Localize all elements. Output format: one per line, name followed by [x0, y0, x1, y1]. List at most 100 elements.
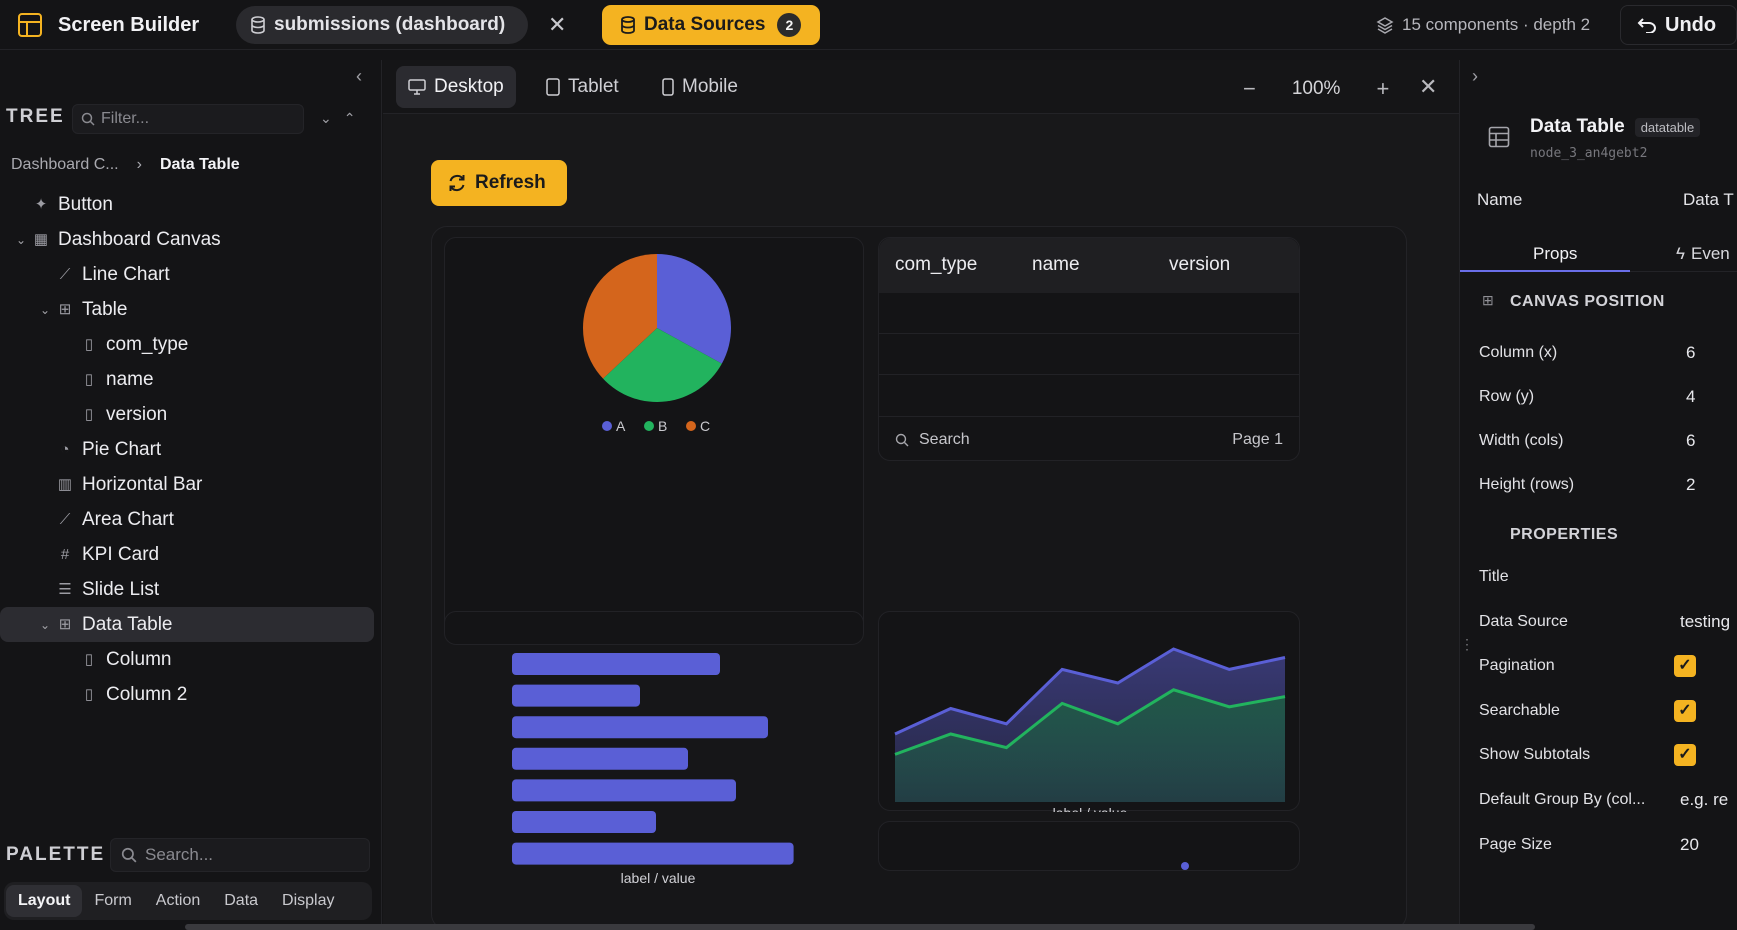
- palette-search-input[interactable]: Search...: [110, 838, 370, 872]
- tab-props[interactable]: Props: [1533, 244, 1578, 263]
- breadcrumb-parent[interactable]: Dashboard C...: [11, 156, 119, 173]
- tree-filter-placeholder: Filter...: [101, 110, 150, 127]
- tree-node[interactable]: ⟋ Area Chart: [0, 502, 380, 537]
- search-icon: [121, 847, 137, 863]
- property-checkbox[interactable]: ✓: [1674, 699, 1696, 722]
- tree-node[interactable]: ◔ Pie Chart: [0, 432, 380, 467]
- slide-list-card[interactable]: [878, 821, 1300, 871]
- collapse-right-panel-icon[interactable]: ›: [1472, 66, 1478, 86]
- tree-filter-input[interactable]: Filter...: [72, 104, 304, 134]
- position-input[interactable]: 2: [1686, 475, 1696, 494]
- pie-chart-card[interactable]: A B C: [444, 237, 864, 642]
- data-table-header: com_type name version: [879, 238, 1299, 293]
- column-header-version[interactable]: version: [1169, 254, 1231, 275]
- device-tablet-label: Tablet: [568, 76, 619, 97]
- property-input[interactable]: 20: [1680, 834, 1699, 854]
- data-table-card[interactable]: com_type name version Search Page 1: [878, 237, 1300, 461]
- name-input[interactable]: Data T: [1683, 190, 1734, 209]
- tree-node[interactable]: ⟋ Line Chart: [0, 257, 380, 292]
- tree-node[interactable]: ⌄ ⊞ Table: [0, 292, 380, 327]
- palette-tab-data[interactable]: Data: [224, 892, 259, 909]
- device-tablet-button[interactable]: Tablet: [534, 66, 631, 108]
- layout-icon: ▦: [33, 230, 49, 248]
- refresh-button[interactable]: Refresh: [431, 160, 567, 206]
- palette-tab-action[interactable]: Action: [155, 892, 201, 909]
- expand-chevron-icon[interactable]: ⌄: [40, 617, 51, 632]
- horizontal-scrollbar[interactable]: [185, 924, 1535, 930]
- search-icon: [895, 433, 909, 447]
- expand-chevron-icon[interactable]: ⌄: [40, 302, 51, 317]
- bar: [512, 653, 720, 675]
- column-header-name[interactable]: name: [1032, 254, 1080, 275]
- property-label: Searchable: [1479, 701, 1560, 719]
- bar-chart-icon: ▥: [57, 475, 73, 493]
- legend-swatch: [686, 421, 696, 431]
- tree-node-label: Button: [58, 193, 113, 215]
- tree-node[interactable]: # KPI Card: [0, 537, 380, 572]
- table-icon: [1488, 126, 1510, 148]
- collapse-left-panel-icon[interactable]: ‹: [356, 66, 362, 86]
- palette-tab-form[interactable]: Form: [94, 892, 132, 909]
- palette-tab-display[interactable]: Display: [282, 892, 335, 909]
- tab-events[interactable]: ϟ Even: [1676, 244, 1730, 264]
- close-preview-icon[interactable]: ✕: [1419, 74, 1438, 99]
- zoom-in-icon[interactable]: +: [1376, 76, 1390, 101]
- legend-label: C: [700, 418, 710, 434]
- property-input[interactable]: e.g. re: [1680, 790, 1729, 809]
- device-mobile-button[interactable]: Mobile: [650, 66, 750, 108]
- properties-heading: PROPERTIES: [1510, 526, 1619, 543]
- pie-chart: A B C: [583, 254, 731, 434]
- tree-node[interactable]: ▯ Column 2: [0, 677, 380, 712]
- tree-node[interactable]: ☰ Slide List: [0, 572, 380, 607]
- tree-node[interactable]: ▯ com_type: [0, 327, 380, 362]
- slide-dot-indicator[interactable]: [1181, 862, 1189, 870]
- property-label: Data Source: [1479, 612, 1568, 630]
- data-sources-count-badge: 2: [777, 13, 802, 37]
- position-input[interactable]: 6: [1686, 343, 1696, 362]
- property-checkbox[interactable]: ✓: [1674, 655, 1696, 678]
- tree-node[interactable]: ▯ Column: [0, 642, 380, 677]
- close-tab-icon[interactable]: ✕: [548, 12, 567, 37]
- desktop-icon: [408, 79, 426, 95]
- column-header-com-type[interactable]: com_type: [895, 254, 978, 275]
- column-icon: ▯: [84, 370, 94, 388]
- breadcrumb-chevron-icon: ›: [136, 156, 142, 173]
- tree-node[interactable]: ✦ Button: [0, 187, 380, 222]
- legend-label: B: [658, 418, 667, 434]
- pie-slice: [603, 328, 722, 402]
- tree-node[interactable]: ▯ name: [0, 362, 380, 397]
- tree-node[interactable]: ▥ Horizontal Bar: [0, 467, 380, 502]
- horizontal-bar-chart: label / value: [512, 653, 794, 886]
- area-chart-card[interactable]: label / value: [878, 611, 1300, 821]
- right-resize-handle[interactable]: ⋮: [1460, 636, 1474, 652]
- tab-submissions[interactable]: submissions (dashboard): [236, 6, 528, 44]
- property-checkbox[interactable]: ✓: [1674, 744, 1696, 767]
- undo-button[interactable]: Undo: [1620, 5, 1737, 45]
- bar: [512, 684, 640, 707]
- collapse-all-icon[interactable]: ⌃: [343, 110, 356, 126]
- expand-all-icon[interactable]: ⌄: [320, 110, 332, 126]
- column-icon: ▯: [84, 685, 94, 703]
- inspector-tabs: Props ϟ Even: [1460, 232, 1737, 272]
- table-search-input[interactable]: Search: [879, 418, 1299, 462]
- palette-tab-layout[interactable]: Layout: [6, 885, 83, 917]
- property-input[interactable]: testing: [1680, 611, 1731, 631]
- position-input[interactable]: 4: [1686, 387, 1696, 406]
- tree-node[interactable]: ▯ version: [0, 397, 380, 432]
- tree-node[interactable]: ⌄ ▦ Dashboard Canvas: [0, 222, 380, 257]
- left-panel: ‹ TREE Filter... ⌄ ⌃ Dashboard C... › Da…: [0, 60, 392, 930]
- pie-slice: [657, 254, 731, 364]
- position-input[interactable]: 6: [1686, 431, 1696, 450]
- data-sources-button[interactable]: Data Sources 2: [602, 5, 820, 45]
- legend-swatch: [644, 421, 654, 431]
- mobile-icon: [662, 78, 674, 96]
- tree-node[interactable]: ⌄ ⊞ Data Table: [0, 607, 374, 642]
- expand-chevron-icon[interactable]: ⌄: [16, 232, 27, 247]
- line-chart-icon: ⟋: [59, 265, 71, 283]
- zoom-out-icon[interactable]: −: [1243, 76, 1256, 101]
- refresh-label: Refresh: [475, 172, 546, 193]
- palette-heading: PALETTE: [6, 844, 106, 865]
- device-desktop-button[interactable]: Desktop: [396, 66, 516, 108]
- tree-node-label: Slide List: [82, 578, 160, 600]
- kpi-card[interactable]: [444, 611, 864, 645]
